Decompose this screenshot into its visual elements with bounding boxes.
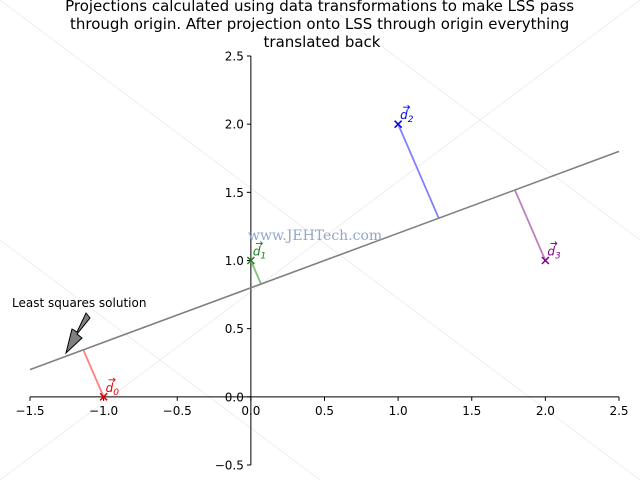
chart-title: Projections calculated using data transf… [65, 0, 579, 51]
point-label-d1-base: d [253, 245, 261, 259]
title-line-2: through origin. After projection onto LS… [70, 15, 569, 33]
point-label-d2-vector-arrow [403, 104, 411, 110]
point-label-d3-subscript: 3 [555, 252, 561, 262]
y-tick-label-3: 1.0 [225, 254, 244, 268]
projection-d3 [514, 189, 547, 261]
point-label-d0-base: d [106, 381, 114, 395]
least-squares-line-group [29, 150, 620, 371]
watermark-text: www.JEHTech.com [248, 228, 382, 244]
y-tick-label-6: 2.5 [225, 50, 244, 64]
vector-arrow-head-d0 [112, 377, 116, 383]
point-label-d2-subscript: 2 [408, 115, 414, 125]
title-line-1: Projections calculated using data transf… [65, 0, 574, 15]
x-tick-label-3: 0.0 [241, 404, 260, 418]
x-tick-label-7: 2.0 [536, 404, 555, 418]
point-d2 [394, 120, 403, 129]
y-tick-label-5: 2.0 [225, 118, 244, 132]
point-label-d2-base: d [400, 108, 408, 122]
x-tick-label-2: −0.5 [163, 404, 192, 418]
point-d1 [246, 256, 255, 265]
x-tick-label-1: −1.0 [89, 404, 118, 418]
point-label-d0-subscript: 0 [113, 388, 119, 398]
projection-segments [82, 123, 547, 398]
least-squares-line [29, 150, 620, 371]
x-tick-label-6: 1.5 [462, 404, 481, 418]
annotation-arrow [65, 312, 91, 355]
x-tick-label-0: −1.5 [15, 404, 44, 418]
watermark-diagonal-3 [319, 0, 640, 241]
x-tick-label-8: 2.5 [609, 404, 628, 418]
point-label-d3: d3 [547, 245, 561, 262]
point-d3 [541, 256, 550, 265]
point-label-d1-subscript: 1 [261, 252, 267, 262]
y-tick-label-4: 1.5 [225, 186, 244, 200]
point-label-d1-vector-arrow [255, 241, 264, 246]
y-tick-label-1: 0.0 [225, 390, 244, 404]
y-tick-label-2: 0.5 [225, 322, 244, 336]
vector-arrow-head-d2 [407, 104, 411, 110]
point-label-d1: d1 [253, 245, 266, 262]
point-label-d3-base: d [547, 245, 555, 259]
projection-d2 [397, 123, 440, 219]
watermark-diagonal-2 [0, 239, 321, 480]
point-label-d2: d2 [400, 108, 414, 125]
x-tick-label-5: 1.0 [389, 404, 408, 418]
projection-d1 [250, 260, 262, 285]
point-d1-stroke-b [246, 256, 255, 265]
vector-arrow-head-d1 [260, 241, 264, 246]
point-d0 [99, 392, 108, 401]
annotation-text: Least squares solution [12, 296, 146, 310]
axes: −1.5 −1.0 −0.5 0.0 0.5 1.0 1.5 2.0 2.5 −0.5 0.0 0.5… [15, 50, 628, 473]
annotation-group: Least squares solution [12, 296, 146, 355]
title-line-3: translated back [264, 33, 381, 51]
point-label-d0: d0 [106, 381, 120, 398]
point-label-d3-vector-arrow [550, 241, 558, 246]
point-d3-stroke-b [541, 256, 550, 265]
point-label-d0-vector-arrow [108, 377, 116, 383]
projection-d0 [82, 349, 105, 398]
point-d2-stroke-b [394, 120, 403, 129]
point-d0-stroke-b [99, 392, 108, 401]
y-tick-label-0: −0.5 [215, 459, 244, 473]
vector-arrow-head-d3 [554, 241, 558, 246]
x-tick-label-4: 0.5 [315, 404, 334, 418]
